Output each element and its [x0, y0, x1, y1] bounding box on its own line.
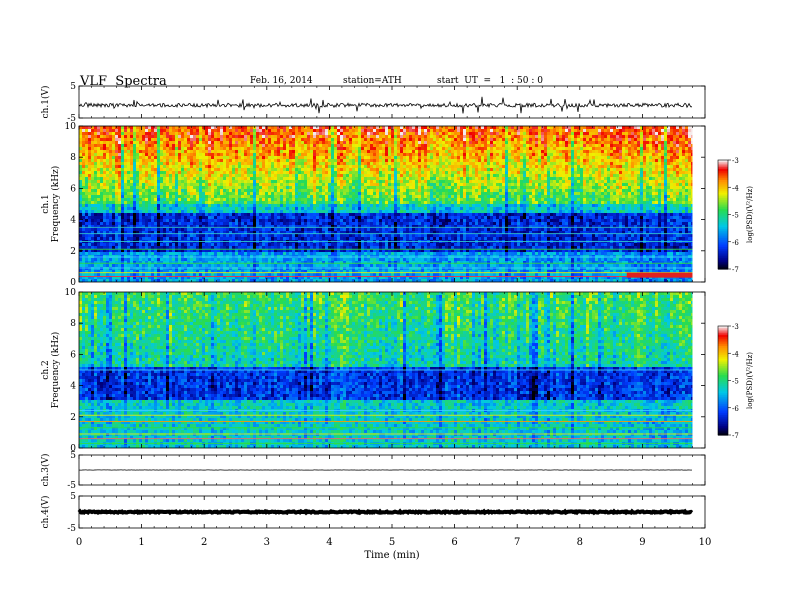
spectrogram-ch2 [79, 292, 705, 448]
colorbar-tick-label: -3 [732, 157, 739, 165]
y-tick-label: 8 [70, 319, 76, 329]
colorbar-label: log(PSD)(V²/Hz) [746, 186, 754, 243]
x-tick-label: 5 [389, 537, 395, 548]
colorbar-tick-label: -7 [732, 432, 739, 440]
y-axis-label: ch.3(V) [40, 454, 51, 487]
chart-title: VLF Spectra [80, 74, 167, 89]
colorbar-tick-label: -3 [732, 323, 739, 331]
y-tick-label: 5 [70, 451, 76, 461]
y-axis-label: ch.4(V) [40, 496, 51, 529]
y-tick-label: -5 [67, 481, 76, 491]
x-tick-label: 8 [577, 537, 583, 548]
x-tick-label: 3 [264, 537, 270, 548]
y-tick-label: 5 [70, 82, 76, 92]
colorbar-tick-label: -4 [732, 350, 739, 358]
x-axis-label: Time (min) [364, 550, 419, 561]
x-tick-label: 2 [201, 537, 207, 548]
colorbar-tick-label: -6 [732, 239, 739, 247]
y-tick-label: 10 [65, 288, 77, 298]
colorbar-label: log(PSD)(V²/Hz) [746, 352, 754, 409]
y-tick-label: 4 [70, 382, 76, 392]
x-tick-label: 6 [451, 537, 457, 548]
start-time-label: start UT = 1 : 50 : 0 [437, 76, 543, 86]
y-tick-label: 6 [70, 350, 76, 360]
y-tick-label: -5 [67, 524, 76, 534]
x-tick-label: 7 [514, 537, 520, 548]
waveform-ch4V [77, 508, 694, 516]
x-tick-label: 0 [76, 537, 82, 548]
date-label: Feb. 16, 2014 [250, 76, 313, 86]
colorbar-tick-label: -5 [732, 378, 739, 386]
y-tick-label: -5 [67, 114, 76, 124]
panel-frame [78, 85, 706, 119]
y-axis-label: ch.2 [41, 360, 51, 379]
y-tick-label: 0 [70, 444, 76, 454]
y-tick-label: 2 [70, 247, 76, 257]
y-tick-label: 0 [70, 278, 76, 288]
colorbar-ch1: -3 -4 -5 -6 -7 log(PSD)(V²/Hz) [717, 157, 754, 274]
colorbar-tick-label: -7 [732, 266, 739, 274]
y-tick-label: 2 [70, 413, 76, 423]
station-label: station=ATH [343, 76, 402, 86]
colorbar-ch2: -3 -4 -5 -6 -7 log(PSD)(V²/Hz) [717, 323, 754, 440]
spectrogram-ch1 [79, 126, 705, 282]
x-tick-label: 4 [326, 537, 332, 548]
x-tick-label: 10 [699, 537, 712, 548]
x-tick-label: 9 [639, 537, 645, 548]
colorbar-tick-label: -4 [732, 184, 739, 192]
y-axis-label: ch.1(V) [40, 86, 51, 119]
waveform-ch1V [78, 96, 693, 114]
y-tick-label: 10 [65, 122, 77, 132]
y-tick-label: 5 [70, 492, 76, 502]
y-axis-label: Frequency (kHz) [50, 166, 61, 243]
colorbar-tick-label: -5 [732, 212, 739, 220]
y-axis-label: Frequency (kHz) [50, 332, 61, 409]
y-tick-label: 6 [70, 184, 76, 194]
y-axis-label: ch.1 [41, 194, 51, 213]
colorbar-tick-label: -6 [732, 405, 739, 413]
y-tick-label: 4 [70, 216, 76, 226]
y-tick-label: 8 [70, 153, 76, 163]
x-tick-label: 1 [138, 537, 144, 548]
